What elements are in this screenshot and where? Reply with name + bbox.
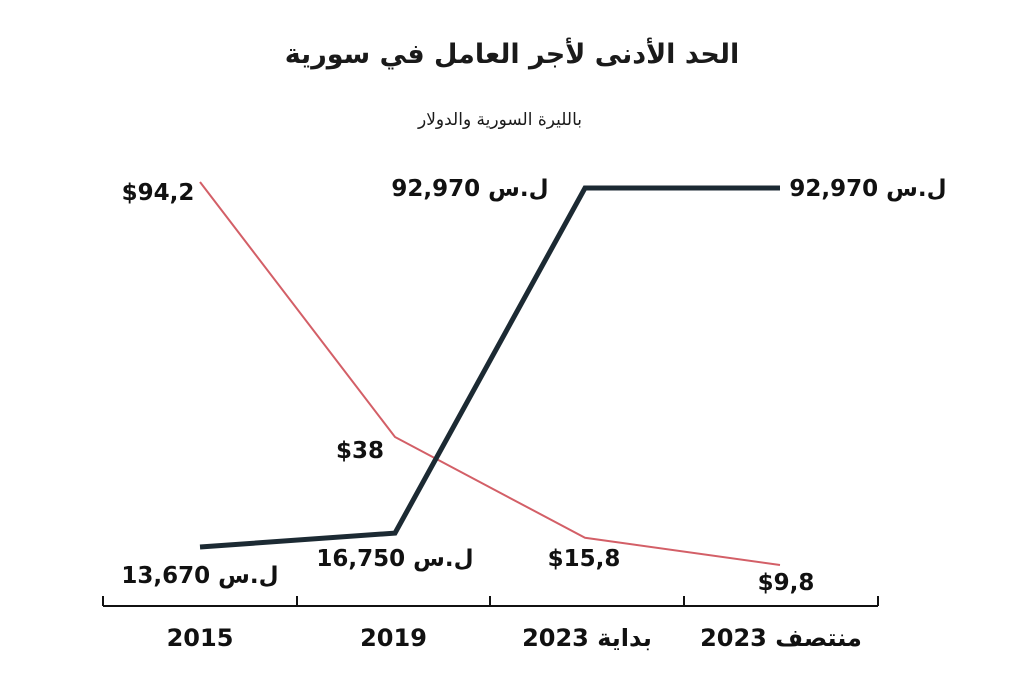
x-tick-label: 2019 [360, 624, 427, 652]
data-label-lira: ل.س 13,670 [121, 563, 278, 589]
data-label-usd: $15,8 [548, 546, 621, 572]
chart-title: الحد الأدنى لأجر العامل في سورية [285, 37, 740, 70]
x-tick-label: منتصف 2023 [700, 624, 862, 652]
data-label-lira: ل.س 92,970 [789, 176, 946, 202]
series-lines [199, 181, 781, 566]
data-label-lira: ل.س 16,750 [316, 546, 473, 572]
data-label-lira: ل.س 92,970 [391, 176, 548, 202]
x-tick-labels: 2015 2019 بداية 2023 منتصف 2023 [167, 624, 862, 652]
chart-subtitle: بالليرة السورية والدولار [417, 110, 582, 130]
data-labels: ل.س 13,670 ل.س 16,750 ل.س 92,970 ل.س 92,970… [121, 176, 946, 596]
series-line-lira [199, 185, 780, 550]
x-axis [102, 596, 879, 607]
data-label-usd: $9,8 [758, 570, 815, 596]
data-label-usd: $94,2 [122, 180, 195, 206]
x-tick-label: بداية 2023 [522, 624, 652, 652]
x-tick-label: 2015 [167, 624, 234, 652]
series-line-usd [199, 181, 781, 566]
data-label-usd: $38 [336, 438, 384, 464]
